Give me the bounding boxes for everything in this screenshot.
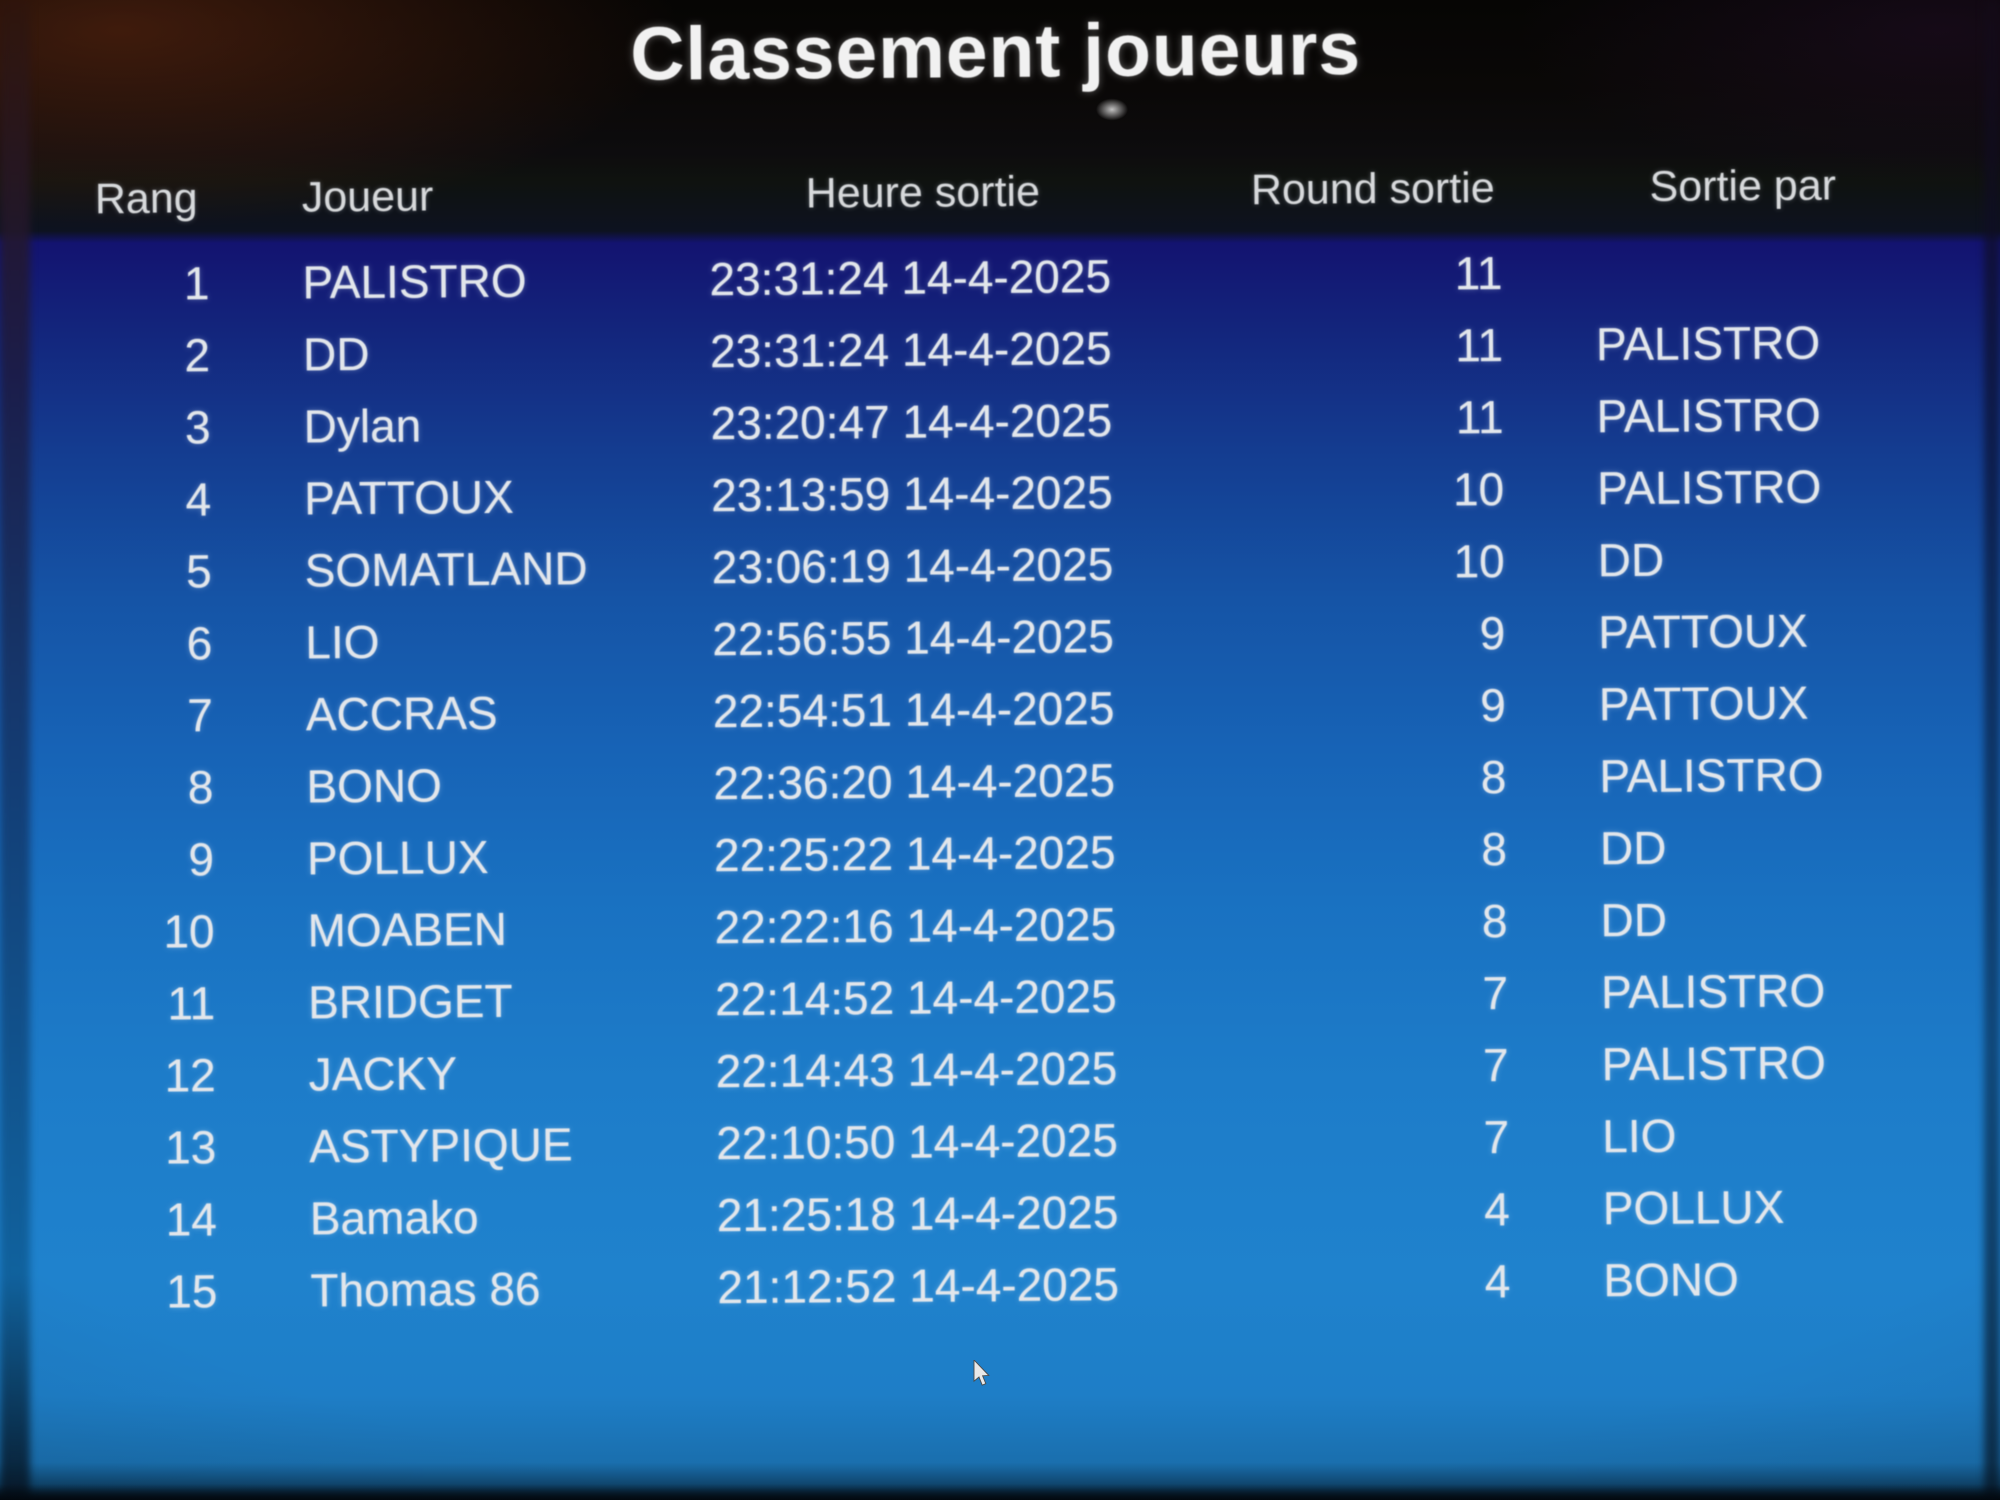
cell-sortie-par: PATTOUX <box>1598 676 1809 731</box>
cell-sortie-par: PALISTRO <box>1600 964 1826 1019</box>
page-title: Classement joueurs <box>629 6 1362 96</box>
cell-round-sortie: 7 <box>1482 967 1509 1020</box>
cell-round-sortie: 8 <box>1481 895 1508 948</box>
cell-rang: 8 <box>187 761 214 814</box>
cell-round-sortie: 4 <box>1484 1255 1511 1308</box>
cell-heure-sortie: 22:25:22 14-4-2025 <box>713 826 1116 882</box>
cell-heure-sortie: 22:36:20 14-4-2025 <box>713 754 1116 810</box>
cell-rang: 4 <box>185 473 212 526</box>
cell-rang: 9 <box>188 833 215 886</box>
cell-sortie-par: DD <box>1599 821 1667 875</box>
cell-joueur: DD <box>302 327 370 381</box>
column-header-heure-sortie: Heure sortie <box>805 167 1041 218</box>
cell-sortie-par: PALISTRO <box>1599 748 1824 803</box>
cell-joueur: Bamako <box>309 1191 479 1245</box>
cell-round-sortie: 7 <box>1482 1039 1509 1092</box>
cell-rang: 7 <box>187 689 214 742</box>
cell-rang: 14 <box>165 1193 218 1246</box>
cell-heure-sortie: 22:14:43 14-4-2025 <box>715 1042 1118 1098</box>
cell-heure-sortie: 22:56:55 14-4-2025 <box>712 610 1115 666</box>
cell-rang: 13 <box>164 1121 217 1174</box>
cell-rang: 10 <box>163 905 215 958</box>
cell-sortie-par: PATTOUX <box>1598 604 1809 659</box>
column-header-round-sortie: Round sortie <box>1250 164 1495 215</box>
cell-sortie-par: BONO <box>1603 1253 1740 1307</box>
cell-heure-sortie: 21:25:18 14-4-2025 <box>716 1186 1119 1242</box>
screen-edge-right <box>1984 0 2000 1500</box>
cell-round-sortie: 10 <box>1453 535 1505 588</box>
cell-heure-sortie: 21:12:52 14-4-2025 <box>717 1258 1120 1314</box>
cell-rang: 11 <box>167 977 216 1030</box>
cell-joueur: PALISTRO <box>302 254 527 309</box>
cell-rang: 1 <box>183 257 210 310</box>
cell-sortie-par: PALISTRO <box>1596 460 1822 515</box>
cell-joueur: ASTYPIQUE <box>309 1118 573 1173</box>
cell-joueur: POLLUX <box>306 831 489 885</box>
cell-round-sortie: 11 <box>1455 319 1504 372</box>
cell-round-sortie: 7 <box>1483 1111 1510 1164</box>
cell-joueur: BRIDGET <box>307 974 513 1029</box>
column-header-rang: Rang <box>94 174 198 224</box>
cell-sortie-par: PALISTRO <box>1601 1036 1826 1091</box>
column-header-sortie-par: Sortie par <box>1649 161 1837 211</box>
cell-heure-sortie: 22:10:50 14-4-2025 <box>716 1114 1119 1170</box>
cell-rang: 12 <box>164 1049 216 1102</box>
screen-edge-left <box>0 0 30 1500</box>
cell-heure-sortie: 23:31:24 14-4-2025 <box>709 250 1112 306</box>
cell-joueur: JACKY <box>308 1047 458 1101</box>
cell-joueur: PATTOUX <box>303 470 514 525</box>
cell-sortie-par: DD <box>1600 893 1668 947</box>
cell-round-sortie: 9 <box>1480 679 1507 732</box>
cell-sortie-par: PALISTRO <box>1595 316 1821 371</box>
cell-joueur: Dylan <box>303 399 422 453</box>
table-row: 15 Thomas 86 21:12:52 14-4-2025 4 BONO <box>5 1240 2000 1328</box>
cell-round-sortie: 4 <box>1484 1183 1511 1236</box>
cell-rang: 5 <box>185 545 212 598</box>
cell-joueur: SOMATLAND <box>304 542 588 597</box>
arrow-cursor-icon <box>972 1358 994 1390</box>
cell-rang: 3 <box>184 401 211 454</box>
cell-heure-sortie: 23:31:24 14-4-2025 <box>709 322 1112 378</box>
cell-heure-sortie: 22:22:16 14-4-2025 <box>714 898 1117 954</box>
cell-heure-sortie: 22:14:52 14-4-2025 <box>714 970 1117 1026</box>
cell-sortie-par: LIO <box>1602 1109 1677 1163</box>
table-body: 1 PALISTRO 23:31:24 14-4-2025 11 2 DD 23… <box>0 232 2000 1328</box>
cell-round-sortie: 8 <box>1480 751 1507 804</box>
cell-joueur: LIO <box>305 615 380 669</box>
cell-sortie-par: PALISTRO <box>1596 388 1821 443</box>
cell-heure-sortie: 23:13:59 14-4-2025 <box>710 466 1113 522</box>
cell-sortie-par: POLLUX <box>1602 1180 1785 1235</box>
cell-round-sortie: 11 <box>1455 391 1504 444</box>
cell-joueur: Thomas 86 <box>310 1262 541 1317</box>
cell-heure-sortie: 22:54:51 14-4-2025 <box>712 682 1115 738</box>
cell-sortie-par: DD <box>1597 533 1665 587</box>
cell-rang: 6 <box>186 617 213 670</box>
column-header-joueur: Joueur <box>301 172 434 222</box>
cell-rang: 15 <box>166 1265 218 1318</box>
cell-heure-sortie: 23:20:47 14-4-2025 <box>710 394 1113 450</box>
cell-round-sortie: 10 <box>1452 463 1505 516</box>
table-header: Rang Joueur Heure sortie Round sortie So… <box>0 160 1997 240</box>
cell-joueur: BONO <box>306 759 443 813</box>
cell-round-sortie: 11 <box>1454 247 1503 300</box>
cell-round-sortie: 8 <box>1481 823 1508 876</box>
cell-heure-sortie: 23:06:19 14-4-2025 <box>711 538 1114 594</box>
cell-round-sortie: 9 <box>1479 607 1506 660</box>
cell-joueur: MOABEN <box>307 902 508 957</box>
screen-edge-bottom <box>0 1484 2000 1500</box>
cell-rang: 2 <box>184 329 211 382</box>
cell-joueur: ACCRAS <box>305 686 498 741</box>
